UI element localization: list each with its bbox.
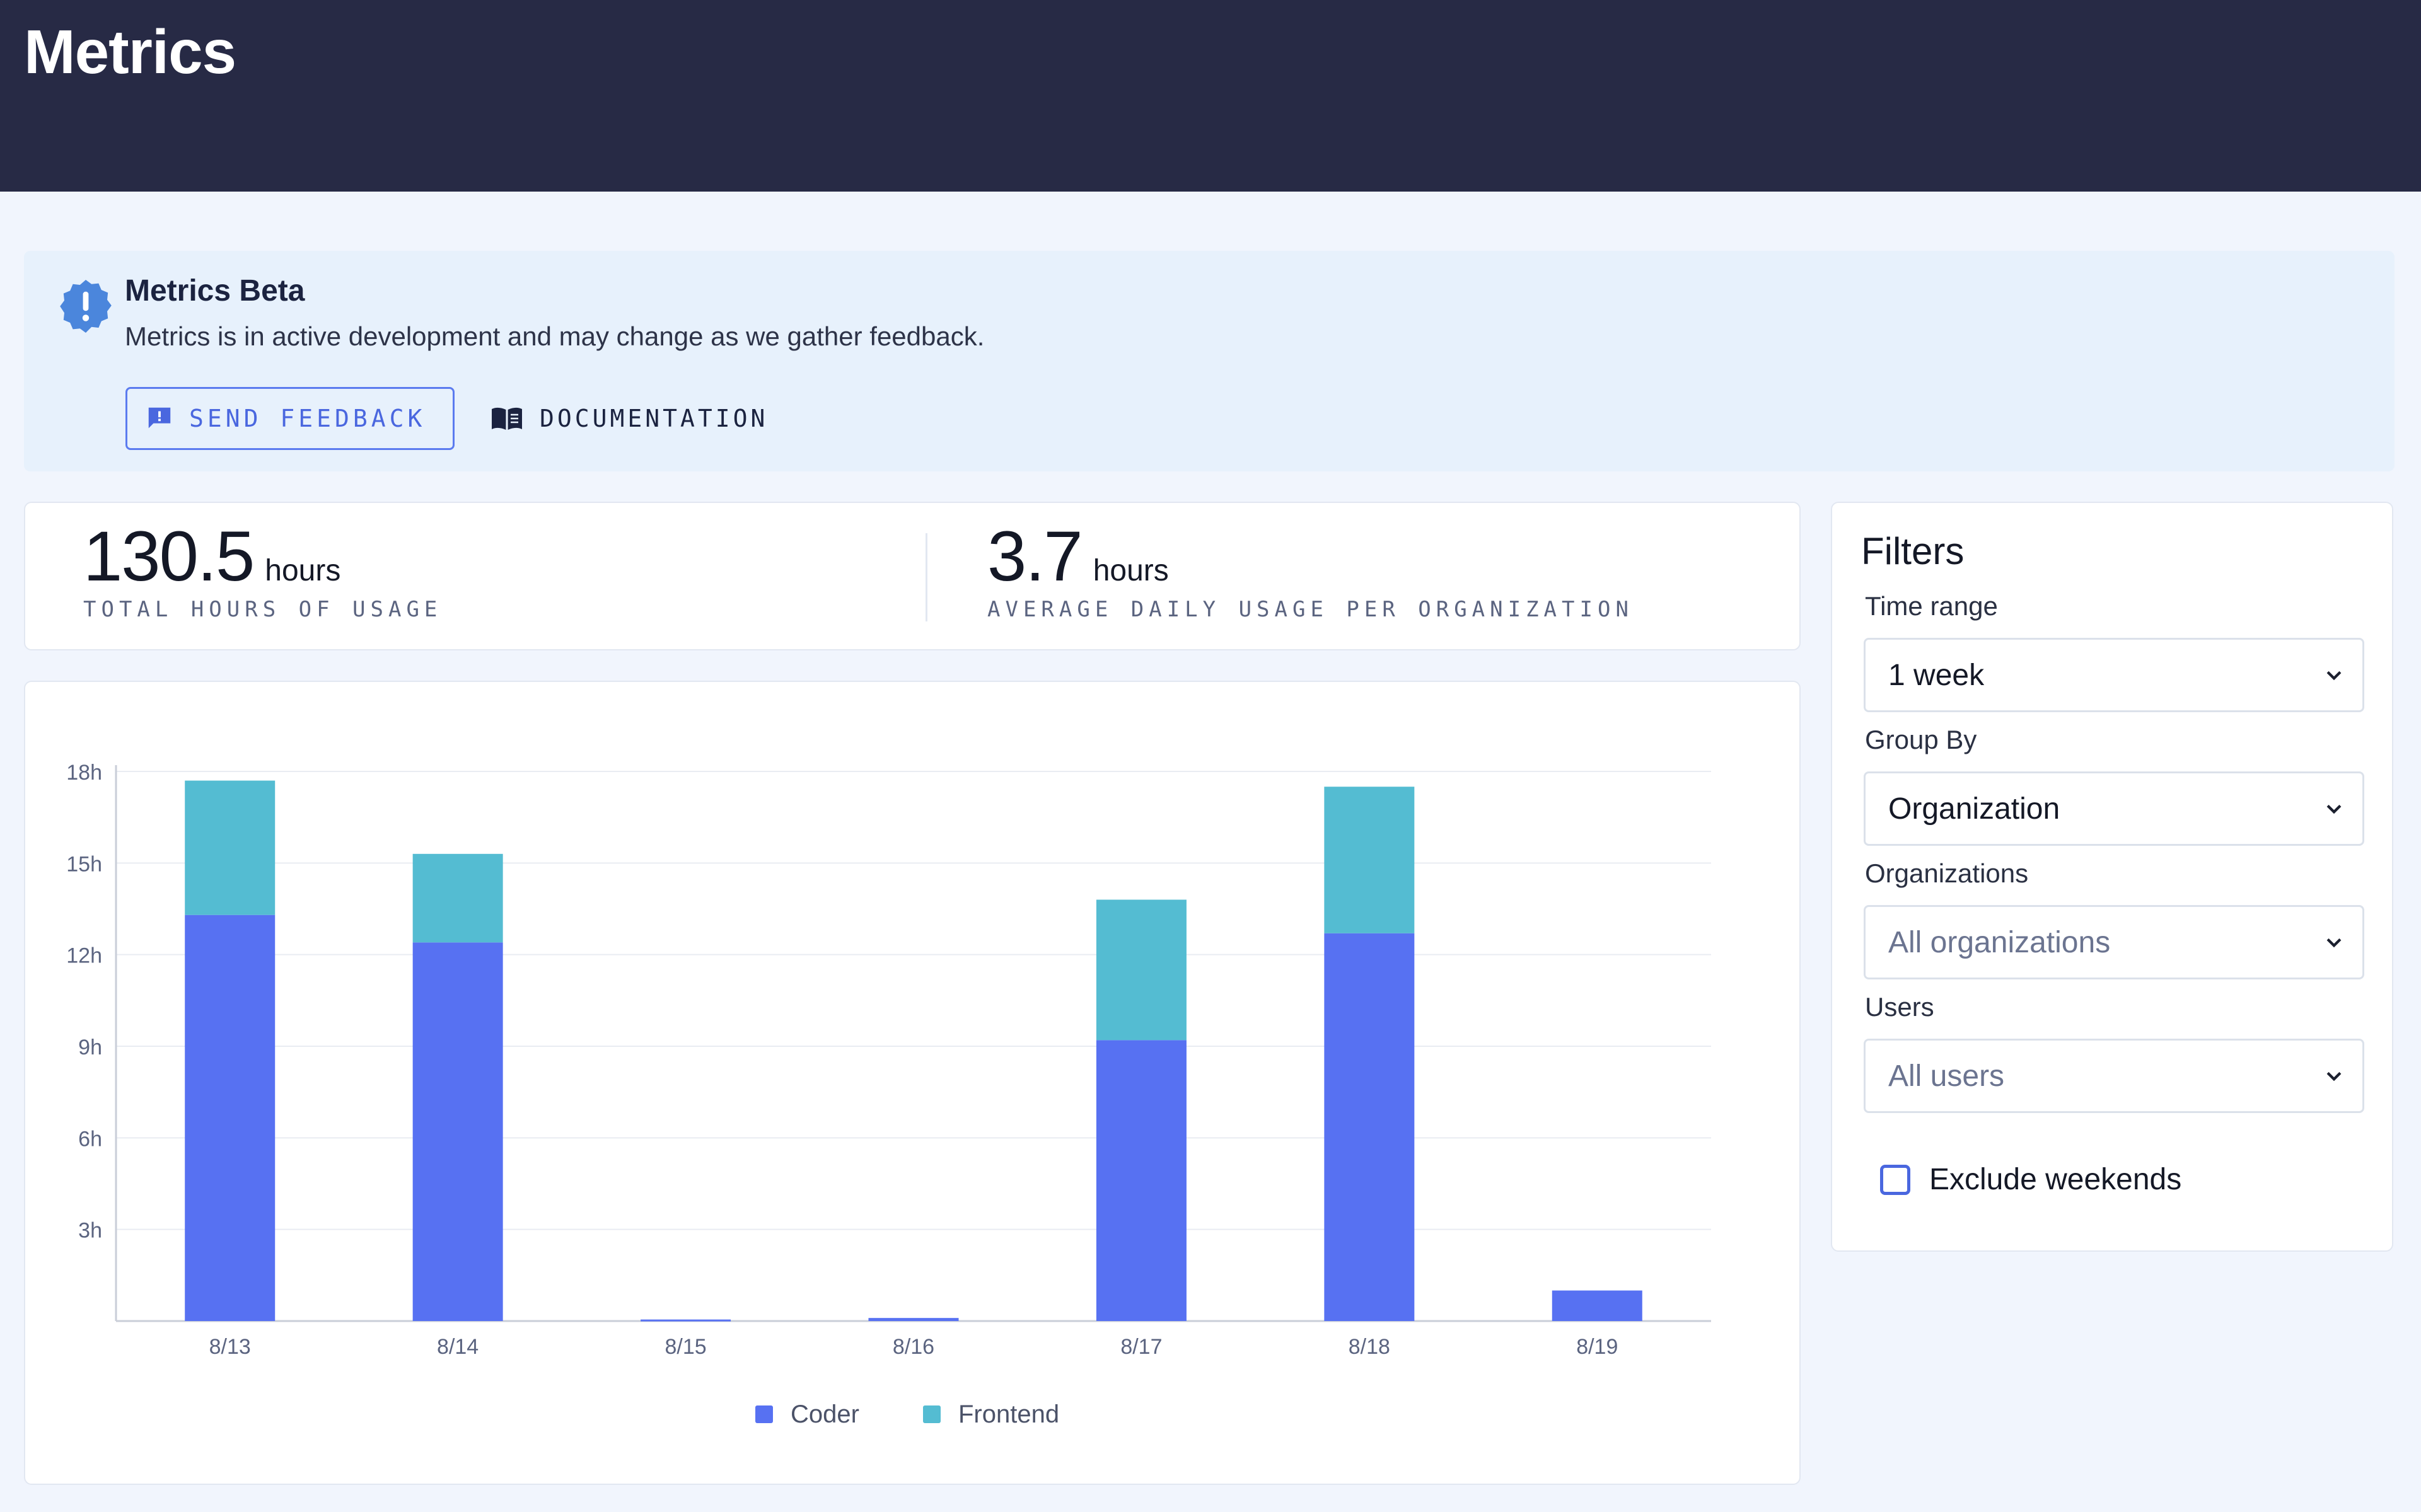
group-by-select[interactable]: Organization: [1864, 771, 2364, 846]
legend-label-frontend: Frontend: [958, 1400, 1059, 1428]
total-hours-caption: TOTAL HOURS OF USAGE: [83, 597, 443, 622]
users-placeholder: All users: [1888, 1059, 2005, 1093]
usage-chart-card: 3h 6h 9h 12h 15h 18h 8/13 8/14 8/15 8/16 8/17 8/18 8…: [24, 681, 1801, 1485]
banner-title: Metrics Beta: [125, 274, 305, 308]
x-tick-label: 8/14: [437, 1335, 479, 1359]
total-hours-unit: hours: [265, 554, 341, 587]
y-tick-label: 6h: [78, 1127, 102, 1151]
x-tick-label: 8/13: [209, 1335, 251, 1359]
group-by-value: Organization: [1888, 792, 2060, 826]
top-header: Metrics: [0, 0, 2421, 192]
total-hours-stat: 130.5 hours TOTAL HOURS OF USAGE: [83, 516, 442, 622]
usage-stats-card: 130.5 hours TOTAL HOURS OF USAGE 3.7 hours…: [24, 502, 1801, 650]
average-usage-unit: hours: [1093, 554, 1169, 587]
legend-swatch-coder: [755, 1405, 773, 1423]
time-range-select[interactable]: 1 week: [1864, 638, 2364, 712]
chevron-down-icon: [2326, 671, 2342, 681]
bar-coder-8-13: [185, 915, 276, 1321]
average-usage-caption: AVERAGE DAILY USAGE PER ORGANIZATION: [987, 597, 1634, 622]
filters-title: Filters: [1861, 530, 1965, 572]
total-hours-value: 130.5: [83, 517, 255, 596]
y-tick-label: 3h: [78, 1219, 102, 1243]
bar-coder-8-15: [641, 1319, 731, 1322]
time-range-label: Time range: [1865, 591, 1998, 621]
y-tick-label: 12h: [66, 944, 102, 968]
users-select[interactable]: All users: [1864, 1039, 2364, 1113]
documentation-label: DOCUMENTATION: [540, 405, 769, 432]
y-tick-label: 15h: [66, 852, 102, 876]
organizations-label: Organizations: [1865, 858, 2029, 888]
book-icon: [492, 407, 522, 430]
bar-frontend-8-14: [412, 853, 503, 943]
feedback-icon: [148, 407, 171, 429]
x-tick-label: 8/19: [1576, 1335, 1618, 1359]
average-usage-stat: 3.7 hours AVERAGE DAILY USAGE PER ORGANIZ…: [987, 516, 1634, 622]
chevron-down-icon: [2326, 804, 2342, 814]
documentation-button[interactable]: DOCUMENTATION: [491, 387, 768, 450]
send-feedback-label: SEND FEEDBACK: [189, 405, 426, 432]
x-tick-label: 8/15: [665, 1335, 706, 1359]
beta-banner: Metrics Beta Metrics is in active develo…: [24, 251, 2395, 471]
legend-label-coder: Coder: [791, 1400, 859, 1428]
x-tick-label: 8/16: [893, 1335, 934, 1359]
bar-frontend-8-17: [1096, 899, 1187, 1041]
chevron-down-icon: [2326, 1071, 2342, 1082]
bar-coder-8-19: [1552, 1290, 1642, 1321]
average-usage-value: 3.7: [987, 517, 1083, 596]
stats-divider: [926, 533, 927, 621]
page-title: Metrics: [24, 17, 236, 86]
organizations-select[interactable]: All organizations: [1864, 905, 2364, 979]
x-tick-label: 8/18: [1349, 1335, 1390, 1359]
exclude-weekends-label: Exclude weekends: [1929, 1163, 2182, 1196]
organizations-placeholder: All organizations: [1888, 925, 2111, 959]
bar-coder-8-16: [868, 1318, 959, 1321]
send-feedback-button[interactable]: SEND FEEDBACK: [125, 387, 455, 450]
exclude-weekends-checkbox[interactable]: Exclude weekends: [1880, 1162, 2181, 1197]
bar-frontend-8-13: [185, 780, 276, 915]
group-by-label: Group By: [1865, 725, 1977, 754]
banner-text: Metrics is in active development and may…: [125, 321, 985, 351]
y-tick-label: 18h: [66, 761, 102, 785]
y-tick-label: 9h: [78, 1036, 102, 1059]
bar-coder-8-14: [412, 942, 503, 1321]
legend-swatch-frontend: [923, 1405, 941, 1423]
bar-coder-8-17: [1096, 1040, 1187, 1321]
checkbox-box[interactable]: [1880, 1164, 1910, 1195]
filters-panel: Filters Time range 1 week Group By Organ…: [1831, 502, 2393, 1252]
alert-badge-icon: [60, 280, 112, 333]
chevron-down-icon: [2326, 938, 2342, 948]
users-label: Users: [1865, 992, 1934, 1022]
time-range-value: 1 week: [1888, 658, 1985, 692]
bar-frontend-8-18: [1324, 787, 1415, 933]
bar-coder-8-18: [1324, 933, 1415, 1321]
usage-bar-chart: 3h 6h 9h 12h 15h 18h 8/13 8/14 8/15 8/16 8/17 8/18 8…: [66, 761, 1711, 1428]
x-tick-label: 8/17: [1120, 1335, 1162, 1359]
